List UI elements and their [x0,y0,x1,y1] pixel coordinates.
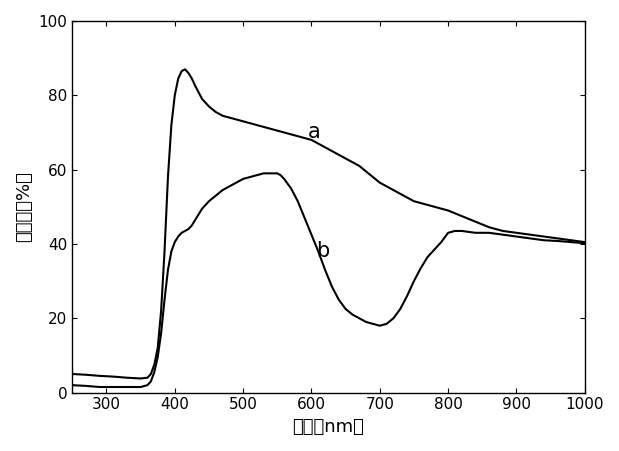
Y-axis label: 反射率（%）: 反射率（%） [15,171,33,242]
X-axis label: 波长（nm）: 波长（nm） [293,418,365,436]
Text: a: a [308,123,321,143]
Text: b: b [316,241,329,262]
